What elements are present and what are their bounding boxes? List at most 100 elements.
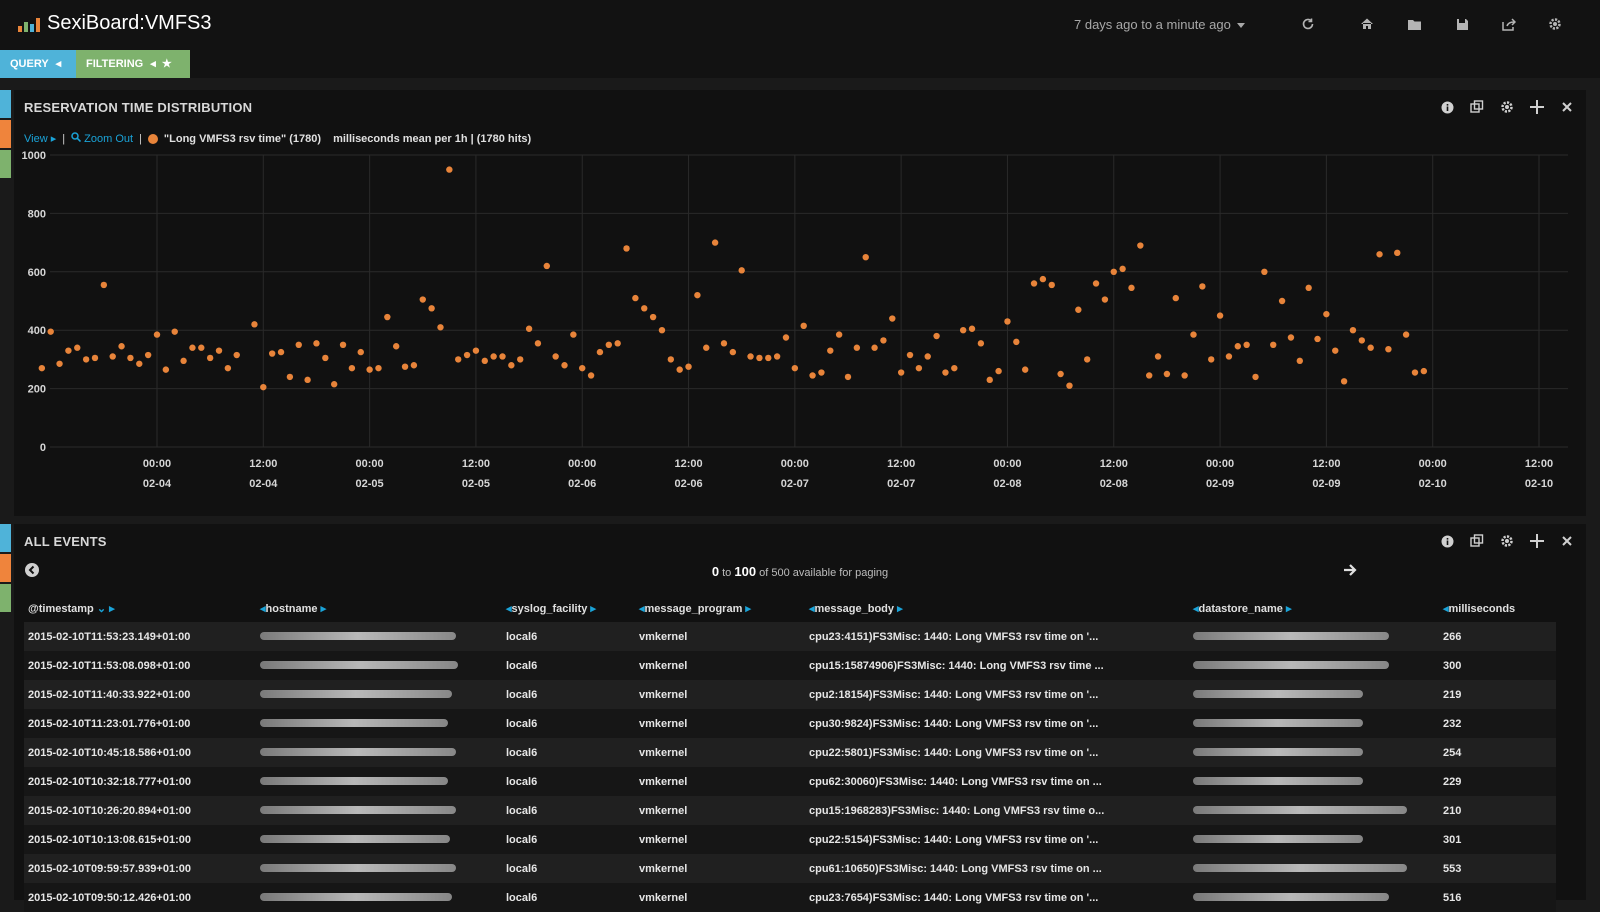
scatter-point[interactable] [1075, 306, 1082, 313]
scatter-point[interactable] [455, 356, 462, 363]
tab-filtering[interactable]: FILTERING ◂ ★ [76, 50, 190, 78]
scatter-point[interactable] [313, 340, 320, 347]
scatter-point[interactable] [1367, 344, 1374, 351]
caret-right-icon[interactable]: ▸ [897, 602, 903, 615]
scatter-point[interactable] [791, 364, 799, 372]
scatter-point[interactable] [694, 291, 701, 299]
scatter-point[interactable] [463, 351, 471, 359]
scatter-point[interactable] [375, 364, 382, 372]
scatter-point[interactable] [1323, 310, 1330, 318]
scatter-point[interactable] [286, 373, 294, 381]
copy-icon[interactable] [1468, 533, 1486, 549]
scatter-point[interactable] [1146, 372, 1153, 379]
scatter-point[interactable] [1340, 378, 1348, 385]
scatter-point[interactable] [1172, 294, 1179, 302]
scatter-point[interactable] [773, 353, 781, 360]
column-header-hostname[interactable]: ◂hostname ▸ [256, 594, 502, 622]
scatter-point[interactable] [915, 364, 923, 372]
scatter-point[interactable] [517, 356, 524, 363]
scatter-point[interactable] [906, 351, 914, 359]
scatter-point[interactable] [1234, 343, 1241, 350]
gear-icon[interactable] [1498, 533, 1516, 549]
scatter-point[interactable] [100, 281, 108, 289]
scatter-point[interactable] [109, 353, 116, 360]
scatter-point[interactable] [1137, 242, 1144, 249]
scatter-point[interactable] [889, 315, 896, 322]
scatter-point[interactable] [1163, 370, 1171, 378]
caret-right-icon[interactable]: ▸ [320, 602, 327, 615]
copy-icon[interactable] [1468, 99, 1486, 115]
scatter-point[interactable] [171, 328, 178, 335]
scatter-point[interactable] [1039, 275, 1047, 283]
scatter-point[interactable] [38, 364, 46, 372]
caret-right-icon[interactable]: ▸ [590, 602, 596, 615]
scatter-point[interactable] [1314, 335, 1321, 343]
scatter-point[interactable] [951, 364, 958, 372]
scatter-point[interactable] [587, 372, 595, 379]
scatter-point[interactable] [933, 332, 940, 340]
scatter-point[interactable] [880, 337, 887, 344]
table-row[interactable]: 2015-02-10T10:32:18.777+01:00 local6 vmk… [24, 767, 1556, 796]
caret-left-icon[interactable]: ◂ [639, 602, 645, 615]
scatter-point[interactable] [1154, 353, 1162, 360]
scatter-point[interactable] [1092, 280, 1100, 287]
close-icon[interactable] [1558, 99, 1576, 115]
scatter-point[interactable] [410, 362, 418, 369]
scatter-point[interactable] [446, 166, 453, 173]
chevron-down-icon[interactable]: ⌄ [96, 602, 107, 615]
scatter-point[interactable] [419, 296, 426, 303]
gear-icon[interactable] [1546, 15, 1564, 33]
scatter-point[interactable] [1411, 369, 1419, 376]
scatter-point[interactable] [1270, 341, 1277, 348]
scatter-point[interactable] [1057, 370, 1064, 378]
scatter-point[interactable] [649, 313, 657, 321]
scatter-point[interactable] [437, 324, 444, 331]
scatter-point[interactable] [384, 313, 391, 321]
table-row[interactable]: 2015-02-10T11:53:23.149+01:00 local6 vmk… [24, 622, 1556, 651]
scatter-point[interactable] [711, 239, 719, 246]
scatter-point[interactable] [986, 376, 993, 384]
scatter-point[interactable] [703, 344, 710, 351]
series-color-swatch[interactable] [147, 133, 158, 144]
caret-left-icon[interactable]: ◂ [506, 602, 512, 615]
scatter-point[interactable] [1048, 281, 1055, 289]
scatter-point[interactable] [1208, 356, 1215, 363]
scatter-point[interactable] [561, 362, 568, 369]
scatter-point[interactable] [1066, 382, 1073, 389]
scatter-point[interactable] [472, 347, 480, 354]
scatter-point[interactable] [144, 351, 152, 359]
refresh-icon[interactable] [1299, 15, 1317, 33]
scatter-point[interactable] [1225, 353, 1233, 360]
caret-left-icon[interactable]: ◂ [1443, 602, 1449, 615]
scatter-point[interactable] [729, 348, 737, 356]
scatter-point[interactable] [1013, 338, 1020, 346]
zoom-out-link[interactable]: Zoom Out [71, 132, 133, 145]
scatter-point[interactable] [153, 331, 161, 338]
scatter-point[interactable] [1021, 366, 1029, 373]
scatter-point[interactable] [658, 327, 666, 334]
scatter-point[interactable] [1305, 284, 1312, 292]
column-header-timestamp[interactable]: @timestamp ⌄ ▸ [24, 594, 256, 622]
scatter-point[interactable] [1349, 327, 1357, 334]
save-icon[interactable] [1453, 15, 1471, 33]
folder-icon[interactable] [1405, 15, 1423, 33]
scatter-point[interactable] [91, 354, 99, 362]
scatter-point[interactable] [357, 348, 364, 356]
scatter-point[interactable] [1376, 251, 1383, 258]
scatter-point[interactable] [765, 354, 772, 362]
scatter-point[interactable] [942, 369, 949, 376]
scatter-point[interactable] [614, 340, 621, 347]
scatter-point[interactable] [596, 348, 604, 356]
scatter-point[interactable] [1190, 331, 1197, 338]
scatter-point[interactable] [392, 343, 400, 350]
scatter-point[interactable] [853, 344, 861, 351]
column-header-datastore-name[interactable]: ◂datastore_name ▸ [1189, 594, 1439, 622]
column-header-milliseconds[interactable]: ◂milliseconds [1439, 594, 1556, 622]
column-header-message-body[interactable]: ◂message_body ▸ [805, 594, 1189, 622]
scatter-point[interactable] [1252, 373, 1259, 381]
scatter-point[interactable] [499, 353, 506, 360]
scatter-point[interactable] [118, 343, 125, 350]
table-row[interactable]: 2015-02-10T11:53:08.098+01:00 local6 vmk… [24, 651, 1556, 680]
scatter-point[interactable] [162, 366, 170, 373]
scatter-point[interactable] [82, 356, 90, 363]
